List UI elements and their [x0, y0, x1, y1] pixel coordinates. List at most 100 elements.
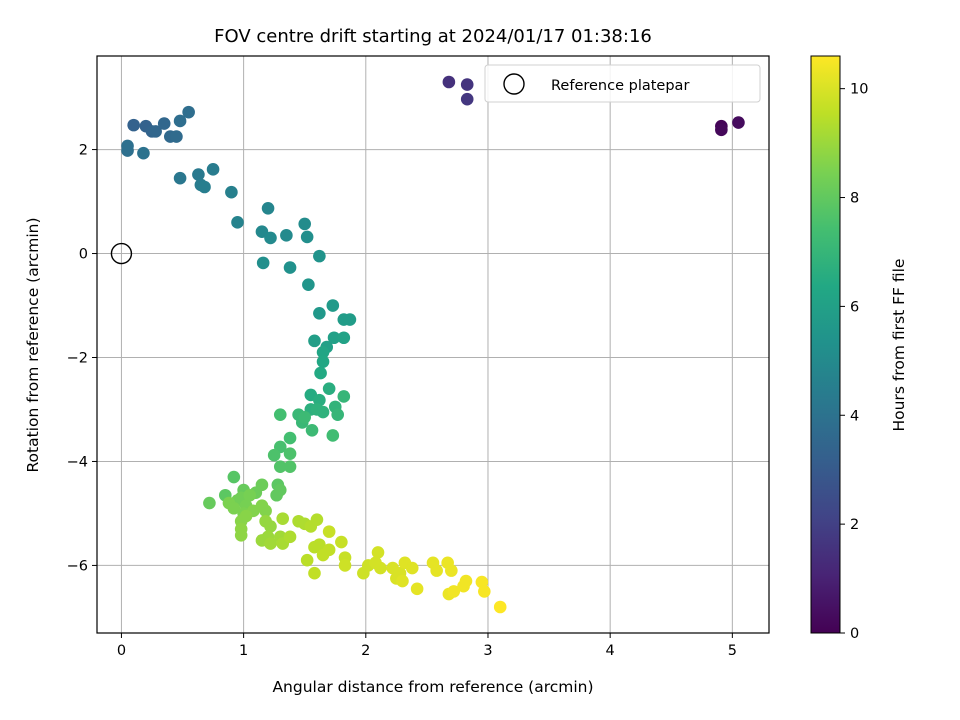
colorbar-ticks: 0 2 4 6 8 10: [840, 82, 868, 642]
data-point: [326, 429, 340, 442]
y-tick-label: −2: [67, 350, 88, 366]
data-point: [478, 585, 491, 598]
data-point: [283, 447, 297, 460]
data-point: [326, 299, 340, 312]
x-tick-label: 5: [728, 643, 737, 659]
data-point: [203, 496, 216, 510]
data-point: [227, 470, 241, 484]
data-point: [298, 410, 312, 424]
data-point: [715, 123, 728, 137]
x-tick-label: 1: [239, 643, 248, 659]
data-point: [283, 530, 297, 544]
x-tick-label: 0: [117, 643, 126, 659]
data-point: [231, 216, 244, 229]
data-point: [283, 431, 297, 445]
data-point: [313, 249, 326, 263]
data-point: [732, 116, 745, 129]
data-point: [283, 460, 297, 473]
data-point: [410, 582, 424, 596]
legend: Reference platepar: [484, 64, 761, 103]
reference-marker-layer: [110, 242, 133, 265]
data-point: [239, 509, 253, 523]
data-point: [316, 345, 330, 359]
data-point: [316, 355, 330, 368]
legend-marker-open-circle-icon: [503, 73, 525, 95]
data-point: [234, 528, 248, 542]
reference-platepar-marker: [110, 242, 133, 265]
data-point: [170, 130, 183, 143]
data-point: [313, 538, 326, 551]
data-point: [137, 146, 150, 160]
data-point: [182, 105, 195, 119]
data-point: [396, 574, 409, 588]
y-tick-label: 0: [79, 247, 88, 263]
data-point: [261, 202, 275, 215]
y-tick-label: 2: [79, 143, 88, 159]
colorbar-tick-label: 0: [850, 626, 859, 642]
colorbar-tick-label: 8: [850, 191, 859, 207]
data-point: [149, 125, 162, 138]
data-point: [445, 564, 458, 577]
data-point: [327, 331, 341, 345]
data-point: [335, 535, 348, 549]
data-point: [206, 163, 220, 176]
data-point: [337, 331, 351, 345]
data-point: [322, 543, 336, 557]
colorbar-tick-label: 6: [850, 299, 859, 315]
data-point: [337, 390, 351, 403]
data-point: [264, 537, 277, 550]
y-axis-label: Rotation from reference (arcmin): [24, 217, 42, 472]
data-point: [338, 559, 352, 572]
plot-frame: [96, 55, 770, 634]
data-point: [322, 382, 336, 395]
data-point: [121, 144, 134, 157]
data-point: [493, 600, 507, 614]
data-point: [300, 553, 314, 567]
data-point: [192, 168, 205, 181]
data-point: [198, 180, 211, 194]
data-point: [273, 408, 287, 421]
colorbar: 0 2 4 6 8 10 Hours from first FF file: [810, 55, 908, 642]
data-point: [313, 307, 326, 320]
data-point: [259, 504, 272, 518]
data-point: [371, 546, 385, 559]
colorbar-tick-label: 10: [850, 82, 868, 98]
data-point: [157, 117, 171, 130]
data-point: [173, 171, 187, 185]
data-point: [280, 229, 293, 242]
data-point: [308, 334, 321, 348]
x-tick-label: 2: [361, 643, 370, 659]
data-point: [255, 478, 269, 492]
y-tick-label: −4: [67, 454, 88, 470]
data-point: [460, 92, 474, 106]
data-point: [270, 488, 283, 502]
colorbar-tick-label: 2: [850, 517, 859, 533]
data-point: [256, 256, 270, 270]
data-point: [374, 561, 387, 575]
legend-box: [484, 64, 761, 103]
data-point: [447, 585, 461, 598]
data-point: [331, 408, 344, 421]
colorbar-frame: [810, 55, 841, 634]
y-axis-ticks: −6 −4 −2 0 2: [67, 143, 97, 574]
x-tick-label: 4: [606, 643, 615, 659]
data-point: [276, 512, 290, 525]
data-point: [298, 217, 312, 231]
legend-entry-label: Reference platepar: [551, 78, 689, 94]
data-point: [322, 525, 336, 538]
data-point: [316, 405, 330, 419]
data-point: [264, 231, 277, 245]
x-tick-label: 3: [483, 643, 492, 659]
data-point: [173, 114, 187, 128]
data-point: [405, 561, 419, 575]
gridlines: [97, 56, 769, 633]
data-point: [227, 501, 241, 515]
colorbar-tick-label: 4: [850, 408, 859, 424]
data-point: [460, 78, 474, 91]
data-point: [225, 185, 238, 199]
data-point: [442, 75, 456, 89]
data-point: [302, 278, 315, 292]
colorbar-label: Hours from first FF file: [890, 259, 908, 432]
data-point: [243, 488, 257, 502]
